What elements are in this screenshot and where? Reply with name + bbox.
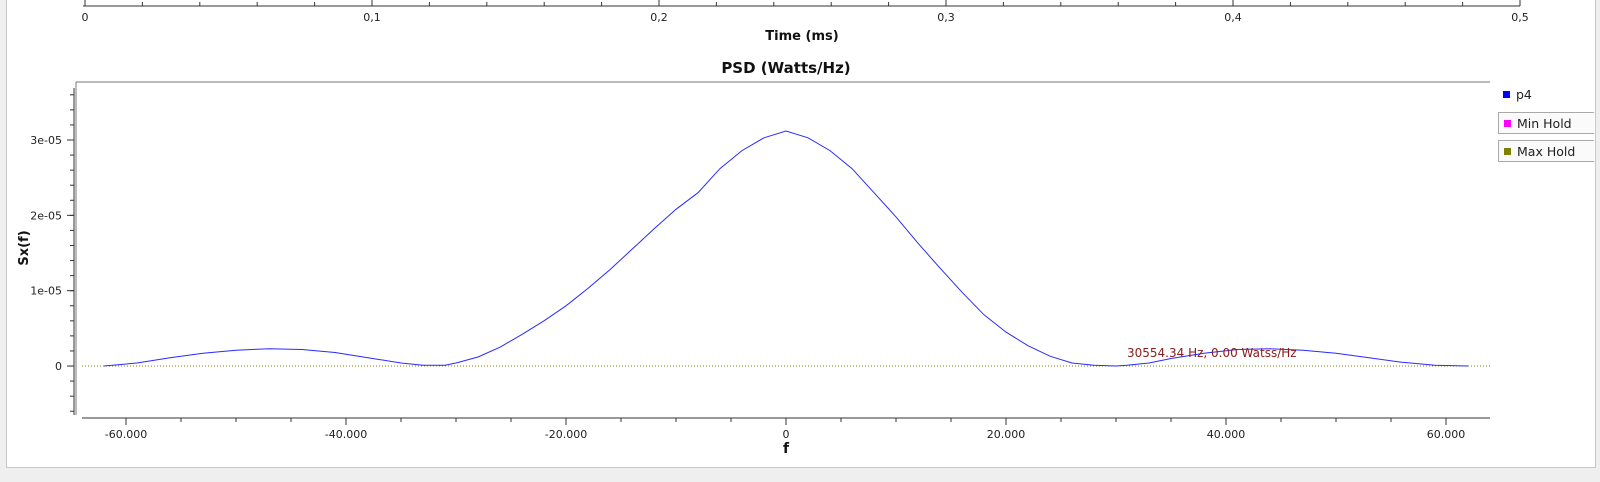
x-axis-ticks: -60.000 -40.000 -20.000 0 20.000 40.000 60.000	[105, 418, 1465, 441]
legend-label-min-hold: Min Hold	[1517, 116, 1572, 131]
x-tick-label: 0	[783, 428, 790, 441]
time-axis: 0 0,1 0,2 0,3 0,4 0,5 Time (ms)	[82, 0, 1529, 44]
series-layer	[82, 130, 1490, 367]
time-tick-label: 0,3	[937, 11, 955, 24]
x-tick-label: 60.000	[1427, 428, 1466, 441]
y-tick-label: 1e-05	[30, 285, 62, 298]
y-tick-label: 2e-05	[30, 209, 62, 222]
marker-readout: 30554.34 Hz, 0.00 Watss/Hz	[1127, 346, 1297, 360]
legend-swatch-p4	[1503, 91, 1510, 98]
x-tick-label: -40.000	[325, 428, 367, 441]
y-axis-ticks: 0 1e-05 2e-05 3e-05	[30, 94, 74, 412]
legend-item-min-hold[interactable]: Min Hold	[1498, 112, 1594, 134]
time-tick-label: 0,4	[1224, 11, 1242, 24]
time-tick-label: 0,1	[363, 11, 381, 24]
time-tick-label: 0,2	[650, 11, 668, 24]
y-axis-label: Sx(f)	[17, 230, 32, 265]
legend-item-p4[interactable]: p4	[1498, 84, 1594, 106]
time-axis-label: Time (ms)	[765, 29, 838, 44]
x-tick-label: 20.000	[987, 428, 1026, 441]
y-tick-label: 0	[55, 360, 62, 373]
chart-title: PSD (Watts/Hz)	[721, 59, 850, 77]
x-tick-label: -60.000	[105, 428, 147, 441]
time-tick-label: 0,5	[1511, 11, 1529, 24]
legend-swatch-max-hold	[1504, 148, 1511, 155]
legend-label-p4: p4	[1516, 87, 1532, 102]
y-tick-label: 3e-05	[30, 134, 62, 147]
plot-canvas[interactable]	[76, 82, 1490, 415]
time-tick-label: 0	[82, 11, 89, 24]
series-line-p4	[103, 130, 1469, 367]
legend-label-max-hold: Max Hold	[1517, 144, 1576, 159]
legend-item-max-hold[interactable]: Max Hold	[1498, 140, 1594, 162]
legend-swatch-min-hold	[1504, 120, 1511, 127]
x-axis-label: f	[783, 441, 790, 457]
x-tick-label: 40.000	[1207, 428, 1246, 441]
x-tick-label: -20.000	[545, 428, 587, 441]
legend: p4 Min Hold Max Hold	[1498, 84, 1594, 168]
